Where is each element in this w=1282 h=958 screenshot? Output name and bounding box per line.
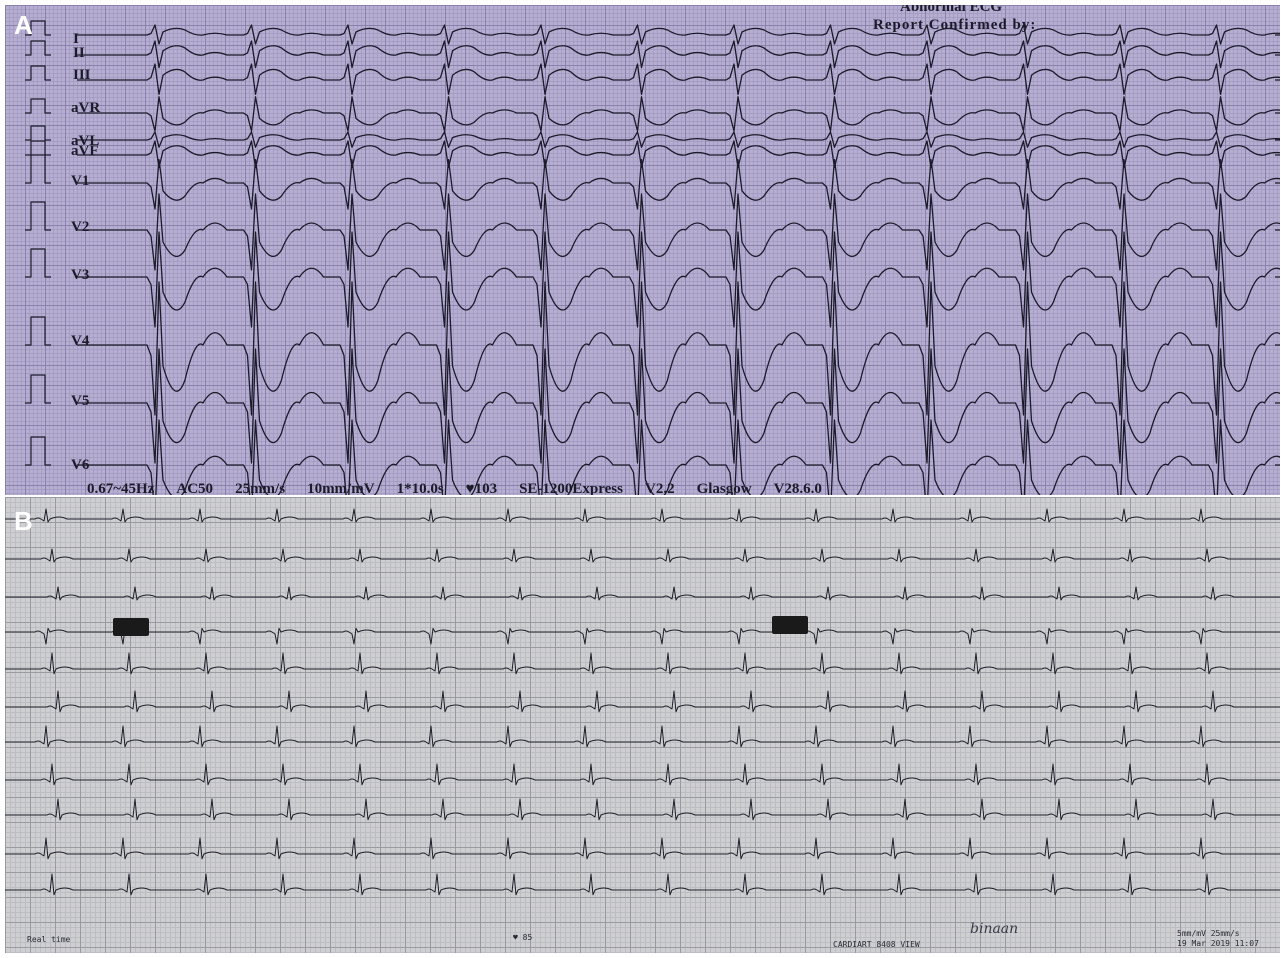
ecg-trace-b-row [5,548,1280,563]
ecg-trace-a-lead [77,96,1280,132]
ecg-trace-b-row [5,837,1280,860]
ecg-traces-b [5,508,1280,896]
lead-label-ii: II [73,45,85,61]
ecg-traces-a [25,20,1280,495]
device-name-b: CARDIART 8408 VIEW [833,940,920,949]
lead-label-avl: aVL [71,133,100,149]
paper-speed: 25mm/s [235,481,286,495]
ecg-trace-a-lead [77,348,1280,464]
ecg-trace-b-row [5,798,1280,821]
calibration-pulse [25,65,51,81]
calibration-pulse [25,201,51,231]
ecg-trace-a-lead [77,193,1280,271]
ecg-trace-a-lead [77,63,1280,96]
algorithm-name: Glasgow [696,481,752,495]
ecg-trace-a-lead [77,24,1280,45]
ecg-trace-b-row [5,627,1280,645]
calibration-pulse [25,316,51,346]
calibration-pulse [25,248,51,278]
lead-label-iii: III [73,67,91,83]
heart-rate-b: ♥ 85 [513,933,533,942]
device-name-a: SE-1200Express [519,481,623,495]
calibration-pulse [25,98,51,114]
calibration-pulse [25,20,51,36]
calibration-pulse [25,154,51,184]
recording-timestamp: 19 Mar 2019 11:07 [1177,939,1259,948]
ecg-settings-footer-a: 0.67~45Hz AC50 25mm/s 10mm/mV 1*10.0s ♥1… [87,481,822,495]
lead-label-v3: V3 [71,267,90,283]
ecg-trace-a-lead [77,231,1280,328]
lead-label-v5: V5 [71,393,90,409]
lead-label-i: I [73,31,79,47]
calibration-pulse [25,140,51,156]
ecg-trace-a-lead [77,131,1280,148]
recording-duration: 1*10.0s [396,481,444,495]
ecg-trace-b-row [5,690,1280,713]
device-version: V2.2 [644,481,675,495]
calibration-pulse [25,436,51,466]
physician-signature: binaan [970,921,1019,937]
calibration-pulse [25,374,51,404]
panel-label-b: B [14,506,33,536]
lead-label-avf: aVF [71,143,99,159]
ecg-panel-a: Abnormal ECG Report Confirmed by: I II I… [5,5,1280,495]
filter-setting: 0.67~45Hz [87,481,155,495]
redaction-marker-left [113,618,149,636]
redaction-marker-right [772,616,808,634]
ecg-trace-a-lead [77,281,1280,416]
ecg-trace-a-lead [77,40,1280,69]
ecg-trace-b-row [5,508,1280,523]
ecg-trace-b-row [5,873,1280,896]
ecg-trace-b-row [5,586,1280,601]
lead-label-v6: V6 [71,457,90,473]
ecg-panel-b: Real time ♥ 85 CARDIART 8408 VIEW 5mm/mV… [5,497,1280,953]
ecg-trace-a-lead [77,158,1280,210]
ecg-trace-b-row [5,652,1280,675]
heart-rate-a: ♥103 [465,481,498,495]
ecg-trace-b-row [5,725,1280,748]
ecg-trace-a-lead [77,419,1280,495]
lead-label-v4: V4 [71,333,90,349]
ac-setting: AC50 [176,481,214,495]
lead-label-v2: V2 [71,219,90,235]
calibration-pulse [25,125,51,141]
report-header-title: Abnormal ECG [900,5,1003,15]
report-confirmed-by: Report Confirmed by: [873,17,1037,33]
recording-settings-b: 5mm/mV 25mm/s [1177,929,1240,938]
gain-setting: 10mm/mV [307,481,375,495]
lead-label-v1: V1 [71,173,90,189]
panel-label-a: A [14,10,33,40]
lead-label-avr: aVR [71,100,101,116]
recording-mode: Real time [27,935,71,944]
ecg-trace-b-row [5,763,1280,786]
algorithm-version: V28.6.0 [773,481,822,495]
calibration-pulse [25,40,51,56]
ecg-trace-a-lead [77,140,1280,169]
